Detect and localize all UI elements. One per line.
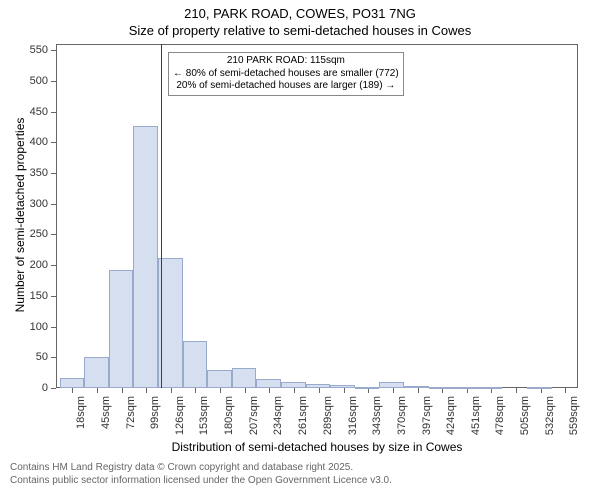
x-tick [393, 388, 394, 393]
x-tick-label: 289sqm [322, 396, 334, 436]
x-tick-label: 370sqm [396, 396, 408, 436]
x-tick-label: 343sqm [371, 396, 383, 436]
x-tick-label: 18sqm [75, 396, 87, 436]
histogram-bar [232, 368, 257, 388]
y-tick-label: 100 [18, 321, 48, 333]
x-tick-label: 316sqm [347, 396, 359, 436]
annotation-box: 210 PARK ROAD: 115sqm← 80% of semi-detac… [168, 52, 404, 96]
annotation-line: ← 80% of semi-detached houses are smalle… [173, 68, 399, 81]
x-tick [146, 388, 147, 393]
histogram-bar [281, 382, 306, 388]
x-tick [97, 388, 98, 393]
histogram-bar [256, 379, 281, 388]
y-tick-label: 400 [18, 136, 48, 148]
x-tick-label: 505sqm [519, 396, 531, 436]
histogram-bar [478, 387, 503, 389]
y-tick-label: 350 [18, 167, 48, 179]
y-tick-label: 300 [18, 198, 48, 210]
x-tick-label: 180sqm [223, 396, 235, 436]
x-tick-label: 424sqm [445, 396, 457, 436]
y-tick-label: 150 [18, 290, 48, 302]
y-tick-label: 250 [18, 228, 48, 240]
footer-line-1: Contains HM Land Registry data © Crown c… [10, 462, 353, 473]
reference-line [161, 44, 162, 388]
x-tick [565, 388, 566, 393]
histogram-bar [404, 386, 429, 388]
x-tick-label: 451sqm [470, 396, 482, 436]
histogram-bar [60, 378, 85, 388]
x-tick-label: 45sqm [100, 396, 112, 436]
histogram-bar [330, 385, 355, 388]
x-tick [72, 388, 73, 393]
x-tick [220, 388, 221, 393]
histogram-bar [527, 387, 552, 389]
histogram-bar [453, 387, 478, 389]
histogram-bar [133, 126, 158, 388]
y-tick [51, 327, 56, 328]
annotation-line: 20% of semi-detached houses are larger (… [173, 80, 399, 93]
title-block: 210, PARK ROAD, COWES, PO31 7NG Size of … [0, 0, 600, 38]
y-tick [51, 234, 56, 235]
y-tick-label: 500 [18, 75, 48, 87]
y-tick [51, 173, 56, 174]
footer-line-2: Contains public sector information licen… [10, 475, 392, 486]
x-tick [195, 388, 196, 393]
y-tick-label: 50 [18, 351, 48, 363]
histogram-bar [207, 370, 232, 388]
x-tick-label: 207sqm [248, 396, 260, 436]
title-sub: Size of property relative to semi-detach… [0, 23, 600, 38]
x-tick [122, 388, 123, 393]
x-tick-label: 532sqm [544, 396, 556, 436]
histogram-bar [379, 382, 404, 388]
y-tick [51, 265, 56, 266]
x-tick-label: 397sqm [421, 396, 433, 436]
x-tick [269, 388, 270, 393]
x-tick-label: 234sqm [272, 396, 284, 436]
x-tick-label: 126sqm [174, 396, 186, 436]
histogram-bar [306, 384, 331, 388]
histogram-bar [355, 387, 380, 389]
y-tick [51, 204, 56, 205]
histogram-bar [109, 270, 134, 388]
x-tick [294, 388, 295, 393]
x-tick [516, 388, 517, 393]
histogram-bar [84, 357, 109, 388]
y-tick-label: 0 [18, 382, 48, 394]
y-tick-label: 200 [18, 259, 48, 271]
x-tick-label: 478sqm [494, 396, 506, 436]
y-tick [51, 81, 56, 82]
y-tick-label: 550 [18, 44, 48, 56]
y-tick [51, 296, 56, 297]
annotation-line: 210 PARK ROAD: 115sqm [173, 55, 399, 68]
histogram-bar [429, 387, 454, 389]
x-tick [418, 388, 419, 393]
x-tick [245, 388, 246, 393]
x-tick [171, 388, 172, 393]
y-tick [51, 112, 56, 113]
x-tick-label: 559sqm [568, 396, 580, 436]
y-tick [51, 357, 56, 358]
x-tick-label: 153sqm [198, 396, 210, 436]
histogram-bar [183, 341, 208, 388]
y-tick [51, 142, 56, 143]
x-tick [344, 388, 345, 393]
x-tick-label: 99sqm [149, 396, 161, 436]
y-tick-label: 450 [18, 106, 48, 118]
x-axis-title: Distribution of semi-detached houses by … [56, 440, 578, 454]
y-tick [51, 50, 56, 51]
x-tick-label: 261sqm [297, 396, 309, 436]
title-main: 210, PARK ROAD, COWES, PO31 7NG [0, 6, 600, 21]
x-tick-label: 72sqm [125, 396, 137, 436]
y-tick [51, 388, 56, 389]
x-tick [319, 388, 320, 393]
chart-container: 210, PARK ROAD, COWES, PO31 7NG Size of … [0, 0, 600, 500]
